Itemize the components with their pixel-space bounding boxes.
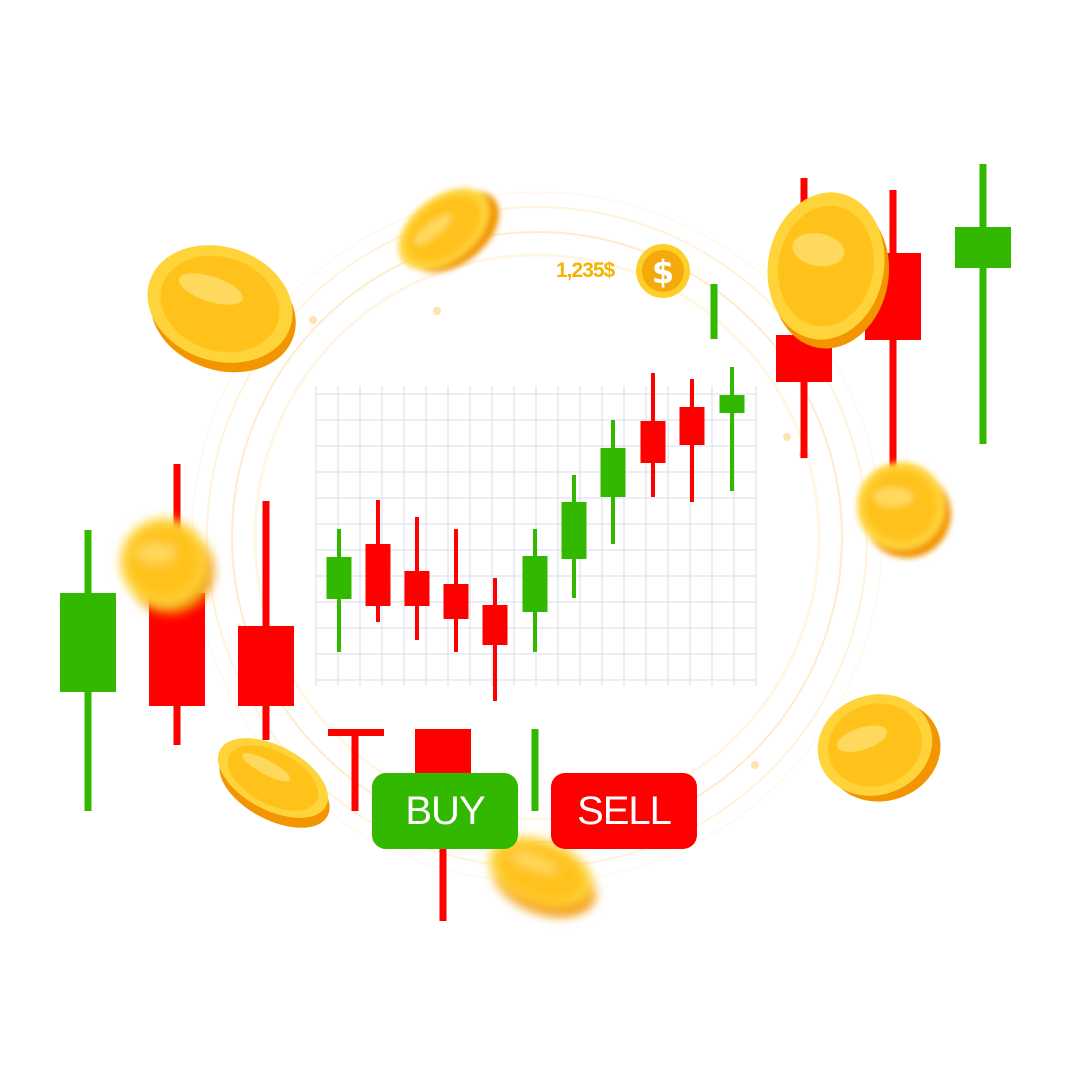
gold-coin-icon bbox=[857, 462, 951, 558]
candlestick bbox=[531, 729, 539, 811]
candle-body bbox=[719, 395, 745, 413]
candle-wick bbox=[262, 501, 270, 740]
ring-dot bbox=[783, 433, 791, 441]
gold-coin-icon bbox=[489, 836, 596, 917]
candlestick bbox=[238, 501, 294, 740]
candle-body bbox=[679, 407, 705, 445]
candle-body bbox=[640, 421, 666, 463]
candle-body bbox=[365, 544, 391, 606]
ring-dot bbox=[433, 307, 441, 315]
candlestick bbox=[404, 517, 430, 640]
candle-body bbox=[404, 571, 430, 606]
candle-body bbox=[482, 605, 508, 645]
ring-dot bbox=[309, 316, 317, 324]
gold-coin-icon bbox=[817, 694, 941, 802]
coin-symbol: $ bbox=[652, 253, 674, 291]
candle-wick bbox=[730, 367, 734, 491]
candle-body bbox=[415, 729, 471, 773]
balance-amount: 1,235$ bbox=[556, 259, 615, 282]
candlestick bbox=[719, 367, 745, 491]
candle-body bbox=[238, 626, 294, 706]
ring-dot bbox=[751, 761, 759, 769]
candlestick bbox=[679, 379, 705, 502]
candle-body bbox=[328, 729, 384, 736]
candle-body bbox=[600, 448, 626, 497]
candlestick bbox=[522, 529, 548, 652]
gold-coin-icon bbox=[120, 518, 214, 614]
candle-body bbox=[443, 584, 469, 619]
buy-button[interactable]: BUY bbox=[372, 773, 518, 849]
candlestick bbox=[600, 420, 626, 544]
candle-body bbox=[326, 557, 352, 599]
gold-coin-icon bbox=[767, 192, 890, 349]
candlestick bbox=[365, 500, 391, 622]
candle-body bbox=[710, 284, 718, 339]
coins: $ bbox=[120, 188, 951, 917]
candle-body bbox=[955, 227, 1011, 268]
candlestick bbox=[326, 529, 352, 652]
candle-body bbox=[561, 502, 587, 559]
candlestick bbox=[561, 475, 587, 598]
candle-body bbox=[522, 556, 548, 612]
candle-wick bbox=[979, 164, 987, 444]
dollar-coin-icon: $ bbox=[636, 244, 690, 298]
candle-body bbox=[60, 593, 116, 692]
gold-coin-icon bbox=[217, 738, 330, 828]
candlestick bbox=[443, 529, 469, 652]
candlestick bbox=[640, 373, 666, 497]
candlestick bbox=[351, 729, 359, 811]
ring bbox=[253, 253, 821, 821]
candle-body bbox=[351, 729, 359, 811]
gold-coin-icon bbox=[147, 245, 296, 373]
candlestick bbox=[710, 284, 718, 339]
sell-button[interactable]: SELL bbox=[551, 773, 697, 849]
candle-body bbox=[531, 729, 539, 811]
candlestick bbox=[60, 530, 116, 811]
candlestick bbox=[482, 578, 508, 701]
candlestick bbox=[955, 164, 1011, 444]
gold-coin-icon bbox=[398, 188, 500, 273]
